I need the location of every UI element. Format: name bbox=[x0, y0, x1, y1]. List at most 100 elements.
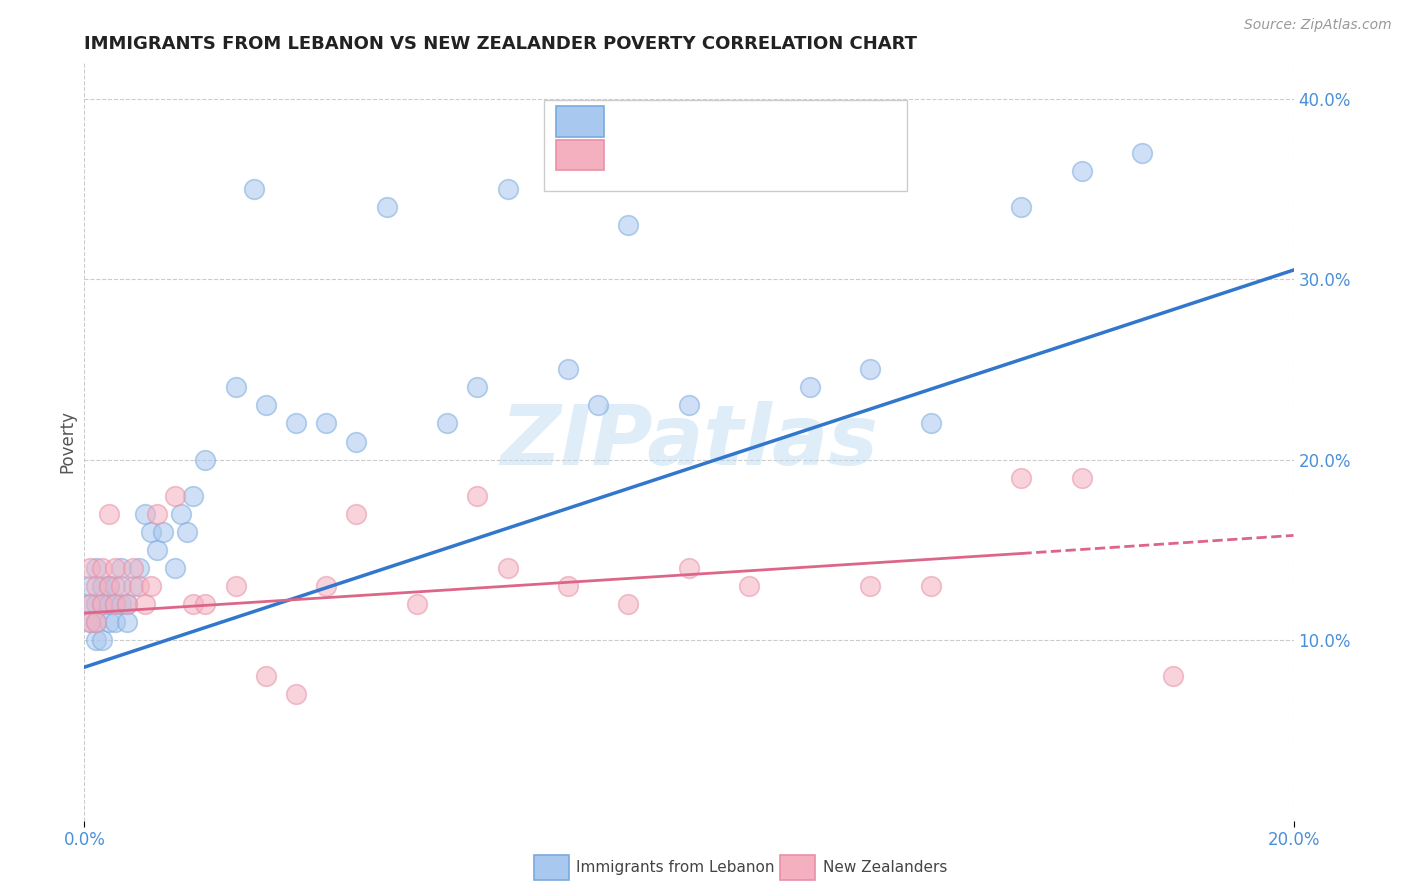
Point bbox=[557, 579, 579, 593]
Point bbox=[315, 579, 337, 593]
Point bbox=[97, 507, 120, 521]
Text: 38: 38 bbox=[804, 146, 827, 164]
Text: Immigrants from Lebanon: Immigrants from Lebanon bbox=[576, 861, 775, 875]
Point bbox=[799, 380, 821, 394]
Point bbox=[91, 561, 114, 575]
Point bbox=[225, 579, 247, 593]
Text: R =: R = bbox=[623, 147, 655, 162]
Point bbox=[97, 579, 120, 593]
Point bbox=[134, 597, 156, 611]
Point bbox=[181, 489, 204, 503]
Text: Source: ZipAtlas.com: Source: ZipAtlas.com bbox=[1244, 18, 1392, 32]
Point bbox=[146, 507, 169, 521]
Text: 0.509: 0.509 bbox=[671, 112, 723, 130]
Bar bbox=[555, 106, 605, 136]
Point bbox=[128, 579, 150, 593]
Point bbox=[1011, 470, 1033, 484]
Point bbox=[1161, 669, 1184, 683]
Text: N =: N = bbox=[755, 147, 789, 162]
Point bbox=[86, 615, 108, 629]
Point bbox=[139, 579, 162, 593]
Point bbox=[86, 561, 108, 575]
Point bbox=[104, 597, 127, 611]
Point bbox=[97, 579, 120, 593]
Point bbox=[104, 561, 127, 575]
Point bbox=[242, 182, 264, 196]
Y-axis label: Poverty: Poverty bbox=[58, 410, 76, 473]
Point bbox=[79, 615, 101, 629]
Point bbox=[86, 615, 108, 629]
Text: IMMIGRANTS FROM LEBANON VS NEW ZEALANDER POVERTY CORRELATION CHART: IMMIGRANTS FROM LEBANON VS NEW ZEALANDER… bbox=[84, 35, 917, 53]
Point bbox=[79, 597, 101, 611]
Text: N =: N = bbox=[755, 114, 789, 129]
Point bbox=[115, 597, 138, 611]
Point bbox=[170, 507, 193, 521]
Point bbox=[121, 561, 143, 575]
Point bbox=[91, 579, 114, 593]
Point bbox=[1130, 145, 1153, 160]
Point bbox=[1011, 200, 1033, 214]
Point bbox=[91, 633, 114, 648]
Point bbox=[859, 579, 882, 593]
Point bbox=[79, 561, 101, 575]
Point bbox=[859, 362, 882, 376]
Point bbox=[285, 687, 308, 701]
Point bbox=[146, 542, 169, 557]
Point bbox=[79, 597, 101, 611]
Point bbox=[128, 561, 150, 575]
Bar bbox=[555, 140, 605, 170]
Point bbox=[254, 669, 277, 683]
Point bbox=[406, 597, 429, 611]
Point bbox=[110, 579, 132, 593]
Point bbox=[588, 399, 610, 413]
Point bbox=[104, 579, 127, 593]
Text: 51: 51 bbox=[804, 112, 827, 130]
Point bbox=[1071, 470, 1094, 484]
Point bbox=[134, 507, 156, 521]
Point bbox=[738, 579, 761, 593]
Point bbox=[254, 399, 277, 413]
Point bbox=[315, 417, 337, 431]
Point bbox=[79, 579, 101, 593]
Point bbox=[181, 597, 204, 611]
Point bbox=[86, 579, 108, 593]
Point bbox=[285, 417, 308, 431]
Point bbox=[115, 597, 138, 611]
Point bbox=[86, 597, 108, 611]
Point bbox=[225, 380, 247, 394]
Bar bbox=[544, 100, 907, 191]
Point bbox=[176, 524, 198, 539]
Point bbox=[110, 561, 132, 575]
Point bbox=[194, 452, 217, 467]
Point bbox=[496, 561, 519, 575]
Point bbox=[104, 615, 127, 629]
Point bbox=[1071, 163, 1094, 178]
Point bbox=[436, 417, 458, 431]
Point bbox=[121, 579, 143, 593]
Point bbox=[165, 489, 187, 503]
Text: R =: R = bbox=[623, 114, 655, 129]
Point bbox=[617, 597, 640, 611]
Point bbox=[920, 579, 942, 593]
Point bbox=[97, 597, 120, 611]
Point bbox=[678, 561, 700, 575]
Point bbox=[165, 561, 187, 575]
Point bbox=[115, 615, 138, 629]
Point bbox=[678, 399, 700, 413]
Point bbox=[86, 633, 108, 648]
Text: ZIPatlas: ZIPatlas bbox=[501, 401, 877, 482]
Point bbox=[920, 417, 942, 431]
Point bbox=[79, 615, 101, 629]
Point bbox=[139, 524, 162, 539]
Point bbox=[91, 597, 114, 611]
Point bbox=[557, 362, 579, 376]
Point bbox=[194, 597, 217, 611]
Point bbox=[152, 524, 174, 539]
Point bbox=[346, 507, 368, 521]
Point bbox=[110, 597, 132, 611]
Point bbox=[375, 200, 398, 214]
Text: 0.148: 0.148 bbox=[671, 146, 723, 164]
Point bbox=[91, 597, 114, 611]
Point bbox=[346, 434, 368, 449]
Point bbox=[467, 489, 489, 503]
